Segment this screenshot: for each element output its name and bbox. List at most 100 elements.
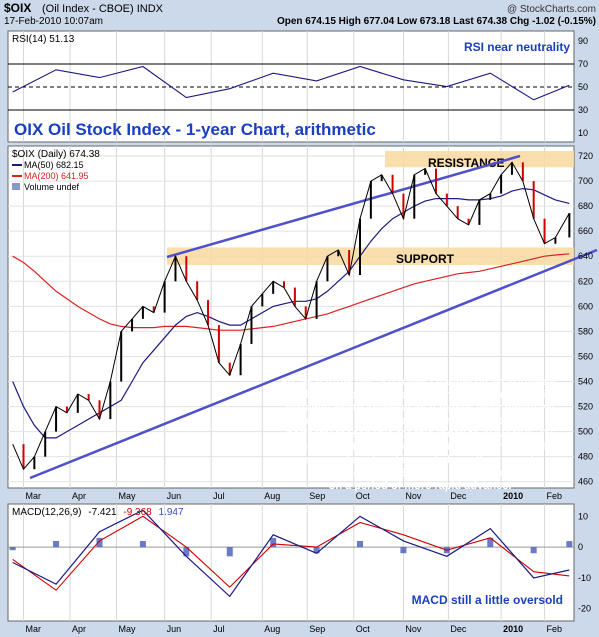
annotation-line: succeeds in breaking out above the zone … xyxy=(306,454,534,466)
annotation-line: on a period of more rapid advance. xyxy=(329,480,512,492)
rsi-tick: 30 xyxy=(578,105,588,115)
month-label: Jul xyxy=(213,491,225,501)
month-label: Apr xyxy=(72,624,86,634)
channel-upper xyxy=(166,154,521,259)
macd-hist-bar xyxy=(400,547,407,554)
price-tick: 620 xyxy=(578,276,593,286)
macd-note: MACD still a little oversold xyxy=(412,593,563,607)
annotation-line: certainly worth knowing as it makes clea… xyxy=(285,402,555,414)
month-label: Mar xyxy=(26,624,42,634)
price-tick: 680 xyxy=(578,201,593,211)
macd-legend-signal: -9.368 xyxy=(123,507,152,518)
date-label: 17-Feb-2010 10:07am xyxy=(4,16,103,27)
price-tick: 580 xyxy=(578,326,593,336)
annotation-block: So, as it turns out, a parallel channel … xyxy=(280,376,559,492)
macd-hist-bar xyxy=(530,547,537,554)
symbol-label: $OIX xyxy=(4,1,31,15)
price-legend: $OIX (Daily) 674.38 MA(50) 682.15 MA(200… xyxy=(12,149,100,192)
price-legend-main: $OIX (Daily) 674.38 xyxy=(12,149,100,160)
month-label: Nov xyxy=(405,491,422,501)
price-tick: 520 xyxy=(578,402,593,412)
month-label: Jul xyxy=(213,624,225,634)
channel-lower xyxy=(29,248,598,480)
rsi-series-line xyxy=(12,65,570,101)
ma50-legend: MA(50) 682.15 xyxy=(24,160,84,170)
macd-hist-bar xyxy=(9,547,16,551)
month-label: Oct xyxy=(356,491,371,501)
price-tick: 540 xyxy=(578,377,593,387)
macd-hist-bar xyxy=(566,541,573,548)
resistance-zone xyxy=(385,151,574,168)
macd-signal-line xyxy=(12,515,570,591)
support-zone xyxy=(167,247,574,266)
annotation-line: THE TOP OF THIS CHANNEL in the event tha… xyxy=(293,441,547,453)
annotation-line: should place stops and it also makes cle… xyxy=(286,415,554,427)
quote-line: Open 674.15 High 677.04 Low 673.18 Last … xyxy=(277,16,596,27)
price-series-line xyxy=(12,161,570,471)
macd-hist-bar xyxy=(270,537,277,548)
rsi-tick: 90 xyxy=(578,36,588,46)
macd-axis: 10 0 -10 -20 xyxy=(578,511,591,613)
macd-hist-bar xyxy=(226,547,233,557)
macd-legend-macd: -7.421 xyxy=(88,507,117,518)
month-label: 2010 xyxy=(503,491,523,501)
ma50-line xyxy=(12,187,570,439)
price-tick: 640 xyxy=(578,251,593,261)
price-tick: 700 xyxy=(578,176,593,186)
price-tick: 500 xyxy=(578,427,593,437)
volume-swatch xyxy=(12,183,20,190)
volume-legend: Volume undef xyxy=(24,182,80,192)
annotation-line: scale is the operative one for the OIX i… xyxy=(287,389,553,401)
month-label: Sep xyxy=(309,491,325,501)
chart-title: OIX Oil Stock Index - 1-year Chart, arit… xyxy=(14,120,376,139)
annotation-line: perfectly reasonable for this index to A… xyxy=(287,428,554,440)
rsi-legend: RSI(14) 51.13 xyxy=(12,34,75,45)
macd-legend-name: MACD(12,26,9) xyxy=(12,507,81,518)
month-label: Feb xyxy=(547,624,563,634)
price-axis: 720 700 680 660 640 620 600 580 560 540 520 500 480 4… xyxy=(578,151,593,487)
month-label: Nov xyxy=(405,624,422,634)
month-label: Mar xyxy=(26,491,42,501)
month-label: Sep xyxy=(309,624,325,634)
month-label: Jun xyxy=(167,624,182,634)
macd-panel: 10 0 -10 -20 MACD(12,26,9) -7.421 -9.368 1.… xyxy=(7,503,591,622)
macd-frame xyxy=(7,503,575,622)
macd-hist-bar xyxy=(139,540,146,548)
price-panel: RESISTANCE SUPPORT 720700680660640620600… xyxy=(7,120,598,492)
rsi-panel: 90 70 50 30 10 RSI(14) 51.13 RSI near ne… xyxy=(7,30,588,143)
month-label: May xyxy=(119,624,137,634)
macd-hist-bar xyxy=(183,547,190,557)
macd-hist-bar xyxy=(357,540,364,548)
macd-hist-bar xyxy=(96,537,103,548)
month-label: Dec xyxy=(450,624,467,634)
rsi-tick: 50 xyxy=(578,82,588,92)
annotation-line: So, as it turns out, a parallel channel … xyxy=(280,376,559,388)
macd-line xyxy=(12,509,570,598)
month-label: Apr xyxy=(72,491,86,501)
month-label: May xyxy=(119,491,137,501)
month-label: Feb xyxy=(547,491,563,501)
macd-legend-text: MACD(12,26,9) -7.421 -9.368 1.947 xyxy=(12,507,184,518)
support-label: SUPPORT xyxy=(396,252,455,266)
index-name: (Oil Index - CBOE) INDX xyxy=(42,3,164,15)
macd-legend-hist: 1.947 xyxy=(159,507,184,518)
month-label: Aug xyxy=(264,624,280,634)
x-axis-lower: Mar Apr May Jun Jul Aug Sep Oct Nov Dec 2010 Feb xyxy=(26,624,563,634)
macd-tick: 10 xyxy=(578,511,588,521)
rsi-tick: 70 xyxy=(578,59,588,69)
rsi-note: RSI near neutrality xyxy=(464,40,570,54)
price-tick: 480 xyxy=(578,452,593,462)
macd-hist-bar xyxy=(487,537,494,548)
macd-tick: -10 xyxy=(578,573,591,583)
ma200-legend: MA(200) 641.95 xyxy=(24,171,89,181)
macd-tick: -20 xyxy=(578,604,591,614)
watermark: @ StockCharts.com xyxy=(507,4,596,15)
price-tick: 560 xyxy=(578,351,593,361)
month-label: Aug xyxy=(264,491,280,501)
macd-hist-bar xyxy=(53,540,60,548)
price-tick: 660 xyxy=(578,226,593,236)
ma200-line xyxy=(12,253,570,331)
macd-hist-bar xyxy=(313,547,320,554)
rsi-tick: 10 xyxy=(578,128,588,138)
